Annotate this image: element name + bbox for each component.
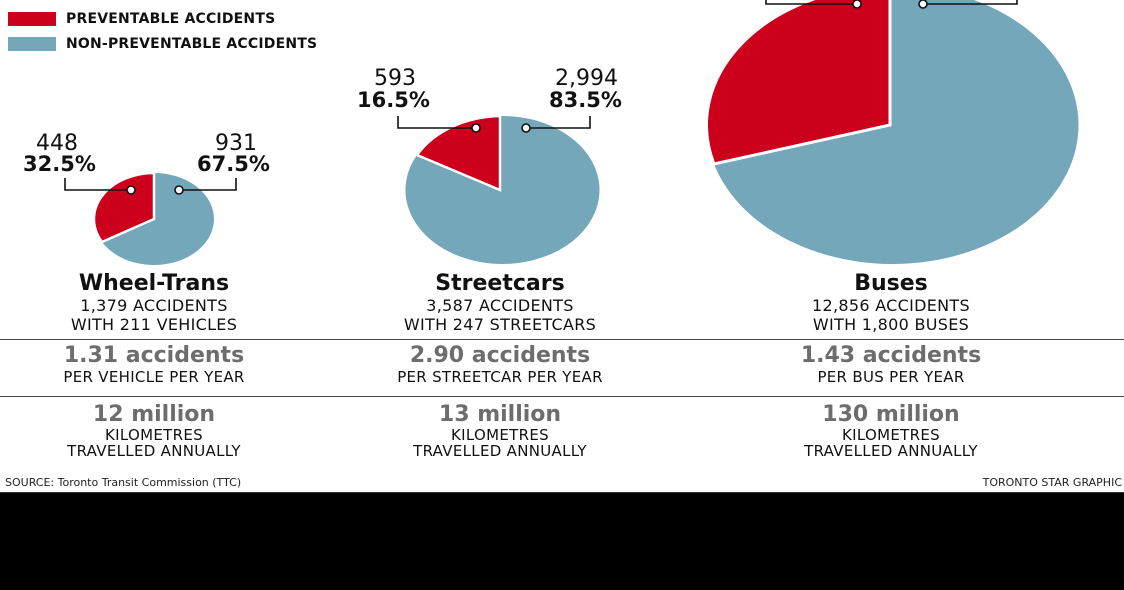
wheel-trans-distance-value: 12 million xyxy=(92,402,216,427)
infographic: PREVENTABLE ACCIDENTS NON-PREVENTABLE AC… xyxy=(0,0,1124,493)
buses-title: Buses xyxy=(854,271,928,296)
pie-wheel-trans xyxy=(64,171,237,265)
leader-dot xyxy=(471,123,481,133)
streetcars-preventable-count: 593 xyxy=(374,66,416,91)
streetcars-rate-value: 2.90 accidents xyxy=(409,343,591,368)
wheel-trans-fleet: WITH 211 VEHICLES xyxy=(70,315,238,334)
legend-item-preventable: PREVENTABLE ACCIDENTS xyxy=(8,11,275,27)
wheel-trans-non-preventable-count: 931 xyxy=(215,131,257,156)
leader-dot xyxy=(174,185,184,195)
distance-unit: KILOMETRES xyxy=(842,426,940,444)
distance-unit: TRAVELLED ANNUALLY xyxy=(804,442,978,460)
streetcars-non-preventable-pct: 83.5% xyxy=(549,88,622,112)
distance-unit: KILOMETRES xyxy=(451,426,549,444)
slice-non-preventable xyxy=(102,173,214,265)
preventable-swatch xyxy=(8,12,56,26)
divider xyxy=(0,339,1124,340)
buses-distance: 130 million KILOMETRES TRAVELLED ANNUALL… xyxy=(741,402,1041,460)
pie-streetcars xyxy=(397,114,600,264)
divider xyxy=(0,396,1124,397)
legend-label: NON-PREVENTABLE ACCIDENTS xyxy=(66,36,318,52)
leader-line xyxy=(64,178,130,191)
wheel-trans-non-preventable-pct: 67.5% xyxy=(197,152,270,176)
leader-dot xyxy=(521,123,531,133)
buses-rate-value: 1.43 accidents xyxy=(800,343,982,368)
non-preventable-swatch xyxy=(8,37,56,51)
leader-line xyxy=(924,0,1018,5)
graphic-credit: TORONTO STAR GRAPHIC xyxy=(982,476,1122,489)
buses-summary: Buses 12,856 ACCIDENTS WITH 1,800 BUSES xyxy=(741,271,1041,335)
streetcars-rate-unit: PER STREETCAR PER YEAR xyxy=(397,368,603,386)
buses-fleet: WITH 1,800 BUSES xyxy=(812,315,970,334)
legend-item-non-preventable: NON-PREVENTABLE ACCIDENTS xyxy=(8,36,317,52)
slice-preventable xyxy=(415,114,502,192)
leader-dot xyxy=(852,0,862,9)
slice-preventable xyxy=(705,0,892,166)
legend-label: PREVENTABLE ACCIDENTS xyxy=(66,11,276,27)
buses-accidents: 12,856 ACCIDENTS xyxy=(812,296,970,315)
leader-dot xyxy=(918,0,928,9)
distance-unit: KILOMETRES xyxy=(105,426,203,444)
wheel-trans-rate: 1.31 accidents PER VEHICLE PER YEAR xyxy=(4,344,304,387)
streetcars-preventable-pct: 16.5% xyxy=(357,88,430,112)
leader-line xyxy=(180,178,237,191)
leader-line xyxy=(527,116,591,129)
wheel-trans-preventable-count: 448 xyxy=(36,131,78,156)
wheel-trans-summary: Wheel-Trans 1,379 ACCIDENTS WITH 211 VEH… xyxy=(4,271,304,335)
source-note: SOURCE: Toronto Transit Commission (TTC) xyxy=(5,476,242,489)
streetcars-title: Streetcars xyxy=(435,271,565,296)
leader-line xyxy=(397,116,475,129)
streetcars-non-preventable-count: 2,994 xyxy=(555,66,618,91)
leader-dot xyxy=(126,185,136,195)
bottom-rule xyxy=(0,492,1124,493)
streetcars-summary: Streetcars 3,587 ACCIDENTS WITH 247 STRE… xyxy=(350,271,650,335)
distance-unit: TRAVELLED ANNUALLY xyxy=(67,442,241,460)
wheel-trans-distance: 12 million KILOMETRES TRAVELLED ANNUALLY xyxy=(4,402,304,460)
streetcars-distance: 13 million KILOMETRES TRAVELLED ANNUALLY xyxy=(350,402,650,460)
distance-unit: TRAVELLED ANNUALLY xyxy=(413,442,587,460)
leader-line xyxy=(765,0,856,5)
wheel-trans-rate-unit: PER VEHICLE PER YEAR xyxy=(63,368,245,386)
wheel-trans-accidents: 1,379 ACCIDENTS xyxy=(80,296,228,315)
buses-rate: 1.43 accidents PER BUS PER YEAR xyxy=(741,344,1041,387)
buses-rate-unit: PER BUS PER YEAR xyxy=(817,368,965,386)
wheel-trans-rate-value: 1.31 accidents xyxy=(63,343,245,368)
slice-non-preventable xyxy=(714,0,1079,264)
streetcars-rate: 2.90 accidents PER STREETCAR PER YEAR xyxy=(350,344,650,387)
streetcars-fleet: WITH 247 STREETCARS xyxy=(403,315,597,334)
streetcars-distance-value: 13 million xyxy=(438,402,562,427)
wheel-trans-preventable-pct: 32.5% xyxy=(23,152,96,176)
wheel-trans-title: Wheel-Trans xyxy=(78,271,230,296)
slice-non-preventable xyxy=(405,115,600,264)
pie-buses xyxy=(705,0,1079,264)
pie-charts xyxy=(64,0,1079,265)
buses-distance-value: 130 million xyxy=(822,402,960,427)
streetcars-accidents: 3,587 ACCIDENTS xyxy=(426,296,574,315)
